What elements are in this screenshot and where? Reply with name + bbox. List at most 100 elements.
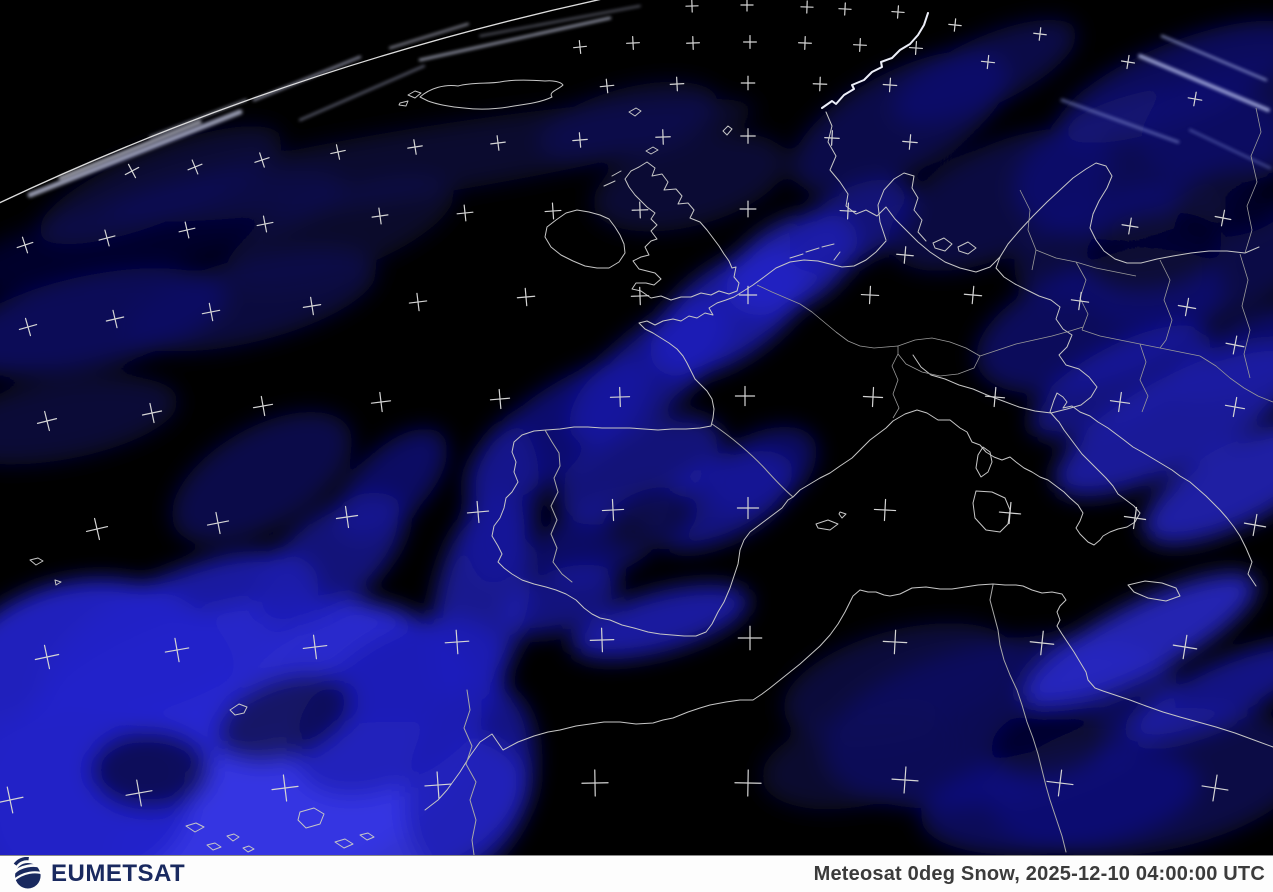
- border-poland-ukraine: [1159, 259, 1173, 349]
- graticule-cross: [630, 286, 650, 306]
- graticule-cross: [330, 144, 346, 160]
- graticule-cross: [489, 388, 511, 410]
- graticule-cross: [599, 78, 615, 94]
- graticule-cross: [838, 2, 852, 16]
- graticule-cross: [466, 500, 490, 524]
- graticule-cross: [740, 128, 756, 144]
- graticule-cross: [1224, 396, 1246, 418]
- graticule-cross: [581, 769, 609, 797]
- graticule-cross: [798, 36, 812, 50]
- graticule-cross: [124, 163, 140, 179]
- border-germany-poland: [1019, 189, 1037, 271]
- border-france-italy: [891, 353, 900, 419]
- graticule-cross: [739, 200, 757, 218]
- eumetsat-logo-text: EUMETSAT: [51, 860, 186, 887]
- image-caption: Meteosat 0deg Snow, 2025-12-10 04:00:00 …: [813, 862, 1265, 885]
- graticule-cross: [371, 207, 389, 225]
- cloud-layer: [0, 19, 1273, 855]
- graticule-cross: [734, 769, 762, 797]
- graticule-cross: [34, 644, 60, 670]
- border-portugal-spain: [544, 429, 573, 583]
- graticule-cross: [490, 135, 506, 151]
- graticule-cross: [669, 76, 685, 92]
- graticule-cross: [860, 285, 880, 305]
- footer-bar: EUMETSAT Meteosat 0deg Snow, 2025-12-10 …: [0, 855, 1273, 892]
- graticule-cross: [252, 395, 274, 417]
- border-belarus-ukraine: [1239, 253, 1251, 379]
- graticule-cross: [862, 386, 884, 408]
- graticule-cross: [589, 627, 615, 653]
- graticule-cross: [631, 201, 649, 219]
- graticule-cross: [873, 498, 897, 522]
- coastline-norway-sweden: [825, 111, 1001, 273]
- graticule-cross: [187, 159, 203, 175]
- graticule-cross: [302, 634, 328, 660]
- satellite-image: [0, 0, 1273, 855]
- graticule-cross: [544, 202, 562, 220]
- coastline-layer: [0, 0, 1273, 855]
- graticule-cross: [0, 786, 24, 814]
- graticule-cross: [882, 77, 898, 93]
- coastline-german-bight: [741, 240, 887, 293]
- coastline-shetland: [722, 125, 733, 136]
- eumetsat-globe-icon: [12, 857, 44, 889]
- graticule-cross: [998, 501, 1022, 525]
- graticule-cross: [984, 386, 1006, 408]
- graticule-cross: [1225, 335, 1245, 355]
- graticule-cross: [740, 75, 756, 91]
- graticule-cross: [335, 505, 359, 529]
- graticule-cross: [1029, 630, 1055, 656]
- map-canvas: [0, 0, 1273, 855]
- graticule-cross: [456, 204, 474, 222]
- border-tunisia-algeria: [989, 584, 1067, 853]
- border-romania: [1199, 355, 1273, 403]
- graticule-cross: [963, 285, 983, 305]
- graticule-cross: [800, 0, 814, 14]
- graticule-cross: [1123, 506, 1147, 530]
- graticule-cross: [980, 54, 996, 70]
- graticule-cross: [736, 496, 760, 520]
- coastline-sicily: [1127, 580, 1181, 602]
- graticule-cross: [1033, 27, 1047, 41]
- graticule-cross: [882, 629, 908, 655]
- graticule-cross: [254, 152, 270, 168]
- graticule-cross: [891, 766, 919, 794]
- graticule-cross: [125, 779, 153, 807]
- coastline-corsica: [975, 446, 993, 478]
- graticule-cross: [206, 511, 230, 535]
- graticule-cross: [408, 292, 428, 312]
- graticule-cross: [1243, 513, 1267, 537]
- graticule-cross: [36, 410, 58, 432]
- graticule-cross: [601, 498, 625, 522]
- graticule-cross: [1121, 217, 1139, 235]
- border-hungary-serbia: [1139, 343, 1149, 413]
- graticule-cross: [98, 229, 116, 247]
- graticule-cross: [573, 40, 587, 54]
- earth-limb: [0, 0, 601, 204]
- border-france-northeast: [756, 284, 899, 349]
- graticule-cross: [737, 625, 763, 651]
- graticule-cross: [609, 386, 631, 408]
- graticule-cross: [424, 771, 452, 799]
- coastline-iberia: [491, 420, 894, 637]
- graticule-cross: [655, 129, 671, 145]
- graticule-cross: [572, 132, 588, 148]
- graticule-cross: [370, 391, 392, 413]
- graticule-cross: [1070, 291, 1090, 311]
- coastline-balearics: [815, 511, 847, 531]
- graticule-cross: [16, 236, 34, 254]
- graticule-cross: [1120, 54, 1136, 70]
- graticule-cross: [812, 76, 828, 92]
- graticule-cross: [685, 0, 699, 13]
- graticule-cross: [1177, 297, 1197, 317]
- coastline-canary-islands: [185, 807, 375, 853]
- graticule-cross: [256, 215, 274, 233]
- coastline-madeira-azores: [29, 557, 248, 716]
- graticule-cross: [141, 402, 163, 424]
- coastline-sardinia: [972, 490, 1011, 533]
- graticule-cross: [271, 774, 299, 802]
- graticule-cross: [105, 309, 125, 329]
- coastline-north-africa: [424, 583, 1273, 811]
- graticule-cross: [302, 296, 322, 316]
